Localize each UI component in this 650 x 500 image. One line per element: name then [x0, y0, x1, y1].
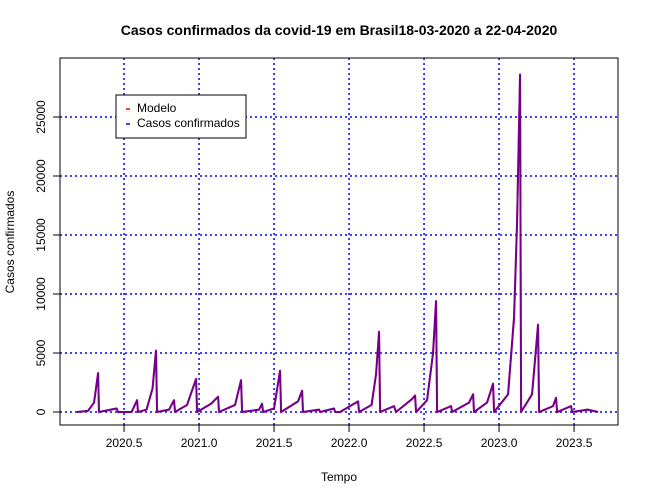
- x-tick-label: 2023.5: [556, 436, 593, 450]
- legend-label: Modelo: [137, 101, 177, 115]
- chart-title: Casos confirmados da covid-19 em Brasil1…: [121, 22, 558, 38]
- plot-frame: [59, 57, 619, 426]
- y-tick-label: 5000: [34, 339, 48, 366]
- x-tick-label: 2021.5: [256, 436, 293, 450]
- y-axis-label: Casos confirmados: [3, 191, 17, 294]
- x-tick-label: 2022.0: [331, 436, 368, 450]
- x-tick-label: 2022.5: [406, 436, 443, 450]
- x-axis-label: Tempo: [321, 470, 357, 484]
- y-tick-label: 25000: [34, 100, 48, 134]
- x-tick-label: 2020.5: [106, 436, 143, 450]
- y-tick-label: 15000: [34, 218, 48, 252]
- x-tick-label: 2021.0: [181, 436, 218, 450]
- y-tick-label: 10000: [34, 277, 48, 311]
- legend-label: Casos confirmados: [137, 116, 240, 130]
- y-tick-label: 20000: [34, 159, 48, 193]
- y-tick-label: 0: [34, 408, 48, 415]
- legend-box: [115, 94, 247, 139]
- series-line: [76, 73, 599, 414]
- x-tick-label: 2023.0: [481, 436, 518, 450]
